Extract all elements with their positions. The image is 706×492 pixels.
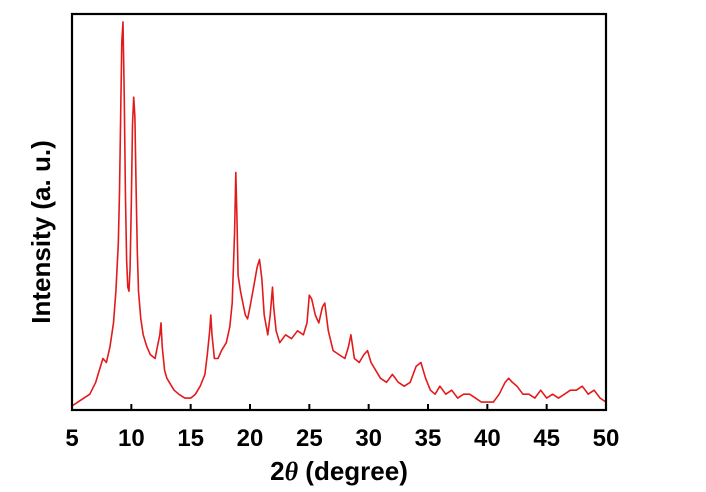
series-line-intensity	[71, 21, 607, 407]
x-tick-label: 20	[237, 425, 264, 452]
x-axis-label-suffix: (degree)	[298, 456, 408, 486]
x-tick-label: 15	[177, 425, 204, 452]
y-axis-label: Intensity (a. u.)	[26, 140, 56, 323]
x-axis-label-prefix: 2	[270, 456, 284, 486]
plot-area	[71, 21, 607, 407]
x-axis-label-symbol: θ	[285, 457, 299, 486]
x-axis-ticks: 5 10 15 20 25 30 35 40 45 50	[65, 404, 619, 452]
x-tick-label: 5	[65, 425, 78, 452]
x-tick-label: 45	[533, 425, 560, 452]
plot-frame	[70, 12, 608, 412]
x-tick-label: 35	[415, 425, 442, 452]
x-tick-label: 30	[355, 425, 382, 452]
x-tick-label: 10	[118, 425, 145, 452]
x-axis-label: 2θ (degree)	[270, 456, 408, 486]
x-tick-label: 40	[474, 425, 501, 452]
x-tick-label: 25	[296, 425, 323, 452]
x-tick-label: 50	[593, 425, 620, 452]
